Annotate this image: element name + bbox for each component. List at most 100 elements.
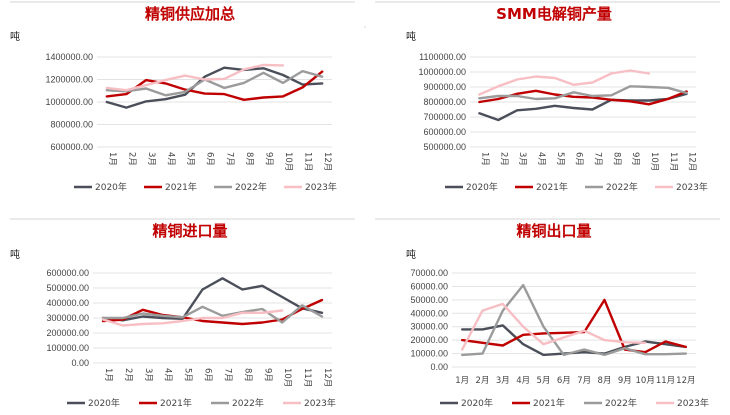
series-line-2020年 (478, 92, 688, 122)
chart-title: SMM电解铜产量 (496, 5, 612, 23)
x-tick-label: 6月 (203, 368, 213, 382)
y-tick-label: 800000.00 (50, 120, 93, 130)
x-tick-label: 3月 (496, 376, 510, 386)
y-tick-label: 40000.00 (410, 308, 448, 318)
legend-label: 2020年 (88, 397, 120, 409)
x-tick-label: 3月 (517, 152, 527, 166)
x-tick-label: 1月 (107, 152, 117, 166)
x-tick-label: 8月 (244, 152, 254, 166)
y-tick-label: 300000.00 (46, 313, 89, 323)
y-tick-label: 1000000.00 (418, 67, 466, 77)
y-tick-label: 600000.00 (423, 127, 466, 137)
series-line-2021年 (461, 298, 687, 354)
series-line-2020年 (105, 66, 324, 109)
series-line-2022年 (105, 69, 324, 97)
x-tick-label: 5月 (185, 152, 195, 166)
y-tick-label: 700000.00 (423, 112, 466, 122)
x-tick-label: 8月 (611, 152, 621, 166)
x-tick-label: 3月 (143, 368, 153, 382)
y-tick-label: 400000.00 (46, 298, 89, 308)
x-tick-label: 10月 (649, 152, 659, 171)
x-tick-label: 2月 (476, 376, 490, 386)
legend-label: 2020年 (466, 181, 498, 193)
x-tick-label: 6月 (557, 376, 571, 386)
x-tick-label: 9月 (618, 376, 632, 386)
y-tick-label: 100000.00 (46, 343, 89, 353)
y-tick-label: 70000.00 (410, 268, 448, 278)
y-tick-label: 1000000.00 (45, 97, 93, 107)
chart-title: 精铜进口量 (152, 222, 227, 240)
legend-label: 2022年 (232, 397, 264, 409)
x-tick-label: 11月 (302, 368, 312, 387)
series-line-2023年 (478, 69, 651, 96)
y-tick-label: 1200000.00 (45, 75, 93, 85)
y-tick-label: 50000.00 (410, 295, 448, 305)
x-tick-label: 1月 (479, 152, 489, 166)
x-tick-label: 3月 (146, 152, 156, 166)
y-tick-label: 900000.00 (423, 82, 466, 92)
series-line-2021年 (478, 89, 688, 106)
x-tick-label: 12月 (322, 368, 332, 387)
legend-label: 2023年 (305, 181, 337, 193)
x-tick-label: 9月 (263, 152, 273, 166)
y-unit-label: 吨 (10, 30, 20, 43)
x-tick-label: 10月 (282, 368, 292, 387)
y-tick-label: 0.00 (71, 358, 89, 368)
chart-title: 精铜出口量 (516, 222, 591, 240)
series-line-2021年 (105, 70, 324, 102)
y-tick-label: 500000.00 (46, 283, 89, 293)
x-tick-label: 7月 (224, 152, 234, 166)
x-tick-label: 6月 (205, 152, 215, 166)
y-tick-label: 60000.00 (410, 281, 448, 291)
x-tick-label: 2月 (123, 368, 133, 382)
legend-label: 2021年 (165, 181, 197, 193)
x-tick-label: 2月 (126, 152, 136, 166)
y-unit-label: 吨 (10, 248, 20, 261)
y-tick-label: 500000.00 (423, 142, 466, 152)
series-line-2021年 (101, 298, 324, 326)
series-line-2023年 (105, 63, 285, 92)
x-tick-label: 10月 (636, 376, 655, 386)
x-tick-label: 9月 (630, 152, 640, 166)
y-tick-label: 600000.00 (46, 268, 89, 278)
y-tick-label: 0.00 (430, 362, 448, 372)
y-tick-label: 30000.00 (410, 322, 448, 332)
x-tick-label: 4月 (166, 152, 176, 166)
x-tick-label: 5月 (555, 152, 565, 166)
legend-label: 2020年 (95, 181, 127, 193)
x-tick-label: 2月 (498, 152, 508, 166)
x-tick-label: 12月 (687, 152, 697, 171)
x-tick-label: 4月 (536, 152, 546, 166)
x-tick-label: 12月 (676, 376, 695, 386)
x-tick-label: 8月 (242, 368, 252, 382)
y-tick-label: 10000.00 (410, 349, 448, 359)
y-tick-label: 200000.00 (46, 328, 89, 338)
series-line-2023年 (461, 302, 647, 351)
legend-label: 2022年 (606, 181, 638, 193)
legend-label: 2021年 (533, 397, 565, 409)
x-tick-label: 7月 (577, 376, 591, 386)
series-line-2022年 (478, 85, 688, 101)
chart-title: 精铜供应加总 (145, 5, 235, 23)
x-tick-label: 5月 (537, 376, 551, 386)
y-tick-label: 800000.00 (423, 97, 466, 107)
legend-label: 2020年 (461, 397, 493, 409)
x-tick-label: 4月 (163, 368, 173, 382)
legend-label: 2021年 (160, 397, 192, 409)
y-unit-label: 吨 (406, 248, 416, 261)
legend-label: 2021年 (536, 181, 568, 193)
x-tick-label: 12月 (322, 152, 332, 171)
y-tick-label: 20000.00 (410, 335, 448, 345)
x-tick-label: 11月 (303, 152, 313, 171)
legend-label: 2023年 (304, 397, 336, 409)
x-tick-label: 11月 (668, 152, 678, 171)
legend-label: 2023年 (676, 181, 708, 193)
x-tick-label: 11月 (656, 376, 675, 386)
y-tick-label: 1100000.00 (419, 52, 466, 62)
series-line-2022年 (101, 304, 324, 324)
x-tick-label: 10月 (283, 152, 293, 171)
